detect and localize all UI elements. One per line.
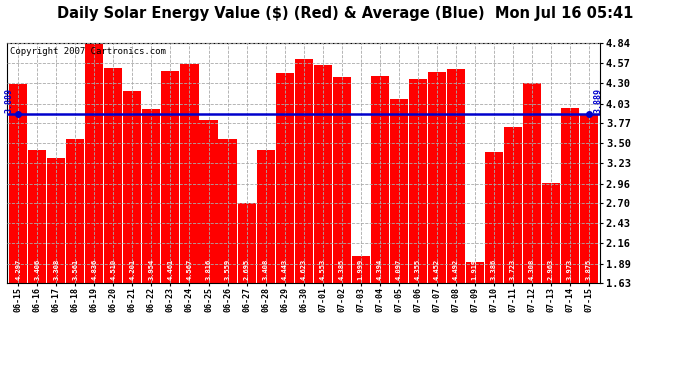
Text: 3.723: 3.723 [510,259,516,280]
Bar [275,73,294,283]
Text: 3.875: 3.875 [586,259,592,280]
Bar [66,139,84,283]
Bar [199,120,217,283]
Text: 4.097: 4.097 [395,259,402,280]
Text: 3.559: 3.559 [224,259,230,280]
Bar [542,183,560,283]
Text: 2.695: 2.695 [244,259,250,280]
Text: 4.355: 4.355 [415,259,421,280]
Bar [161,72,179,283]
Text: 1.999: 1.999 [357,259,364,280]
Text: 3.816: 3.816 [206,259,212,280]
Text: 4.567: 4.567 [186,259,193,280]
Bar [523,83,541,283]
Text: 3.408: 3.408 [263,259,268,280]
Text: 4.308: 4.308 [529,259,535,280]
Bar [124,91,141,283]
Bar [237,204,255,283]
Bar [9,84,28,283]
Text: 4.443: 4.443 [282,259,288,280]
Bar [504,127,522,283]
Bar [313,64,332,283]
Bar [561,108,579,283]
Text: 1.919: 1.919 [472,259,477,280]
Bar [446,69,465,283]
Bar [219,139,237,283]
Text: 3.386: 3.386 [491,259,497,280]
Text: 4.297: 4.297 [15,259,21,280]
Text: 4.510: 4.510 [110,259,117,280]
Bar [466,261,484,283]
Text: Daily Solar Energy Value ($) (Red) & Average (Blue)  Mon Jul 16 05:41: Daily Solar Energy Value ($) (Red) & Ave… [57,6,633,21]
Bar [428,72,446,283]
Bar [485,152,503,283]
Text: 4.452: 4.452 [434,259,440,280]
Text: 4.394: 4.394 [377,259,383,280]
Text: 3.308: 3.308 [53,259,59,280]
Bar [333,77,351,283]
Bar [86,44,104,283]
Bar [352,255,370,283]
Text: 3.954: 3.954 [148,259,155,280]
Text: 3.973: 3.973 [567,259,573,280]
Bar [48,158,66,283]
Text: 4.553: 4.553 [319,259,326,280]
Text: 4.461: 4.461 [168,259,173,280]
Bar [580,115,598,283]
Text: 3.889: 3.889 [594,88,603,113]
Bar [408,80,426,283]
Text: 4.623: 4.623 [301,259,306,280]
Bar [257,150,275,283]
Bar [295,59,313,283]
Text: 3.406: 3.406 [34,259,40,280]
Bar [142,110,161,283]
Bar [371,76,388,283]
Text: 2.963: 2.963 [548,259,554,280]
Bar [28,150,46,283]
Bar [390,99,408,283]
Text: 4.836: 4.836 [91,259,97,280]
Text: 4.385: 4.385 [339,259,344,280]
Bar [181,63,199,283]
Text: 3.561: 3.561 [72,259,79,280]
Bar [104,68,122,283]
Text: Copyright 2007 Cartronics.com: Copyright 2007 Cartronics.com [10,47,166,56]
Text: 3.889: 3.889 [4,88,13,113]
Text: 4.492: 4.492 [453,259,459,280]
Text: 4.201: 4.201 [130,259,135,280]
